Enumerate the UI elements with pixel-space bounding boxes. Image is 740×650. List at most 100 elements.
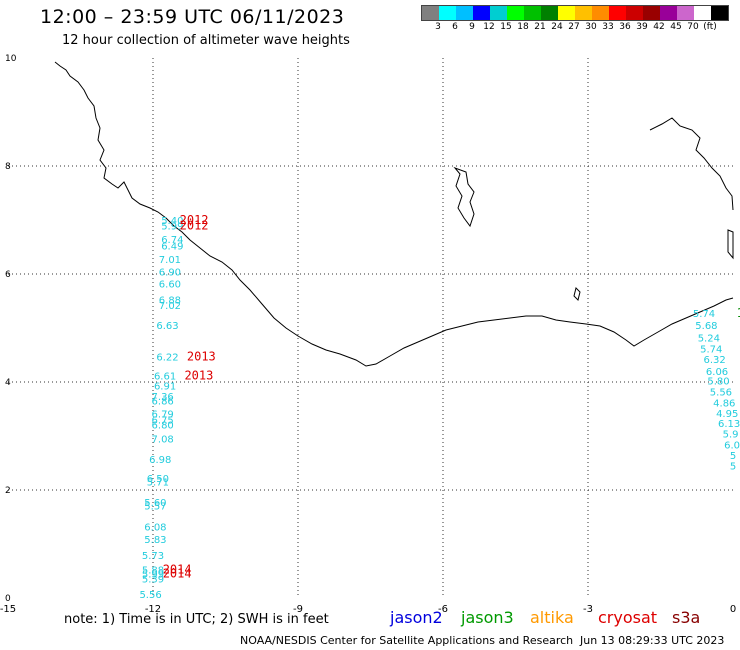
map-grid xyxy=(8,58,733,598)
satellite-name: jason2 xyxy=(390,608,443,627)
map-title: 12:00 – 23:59 UTC 06/11/2023 xyxy=(40,6,345,28)
satellite-name: altika xyxy=(530,608,574,627)
coastline xyxy=(54,61,734,367)
color-scale-ticks: 3 6 9 12 15 18 21 24 27 30 33 36 39 42 45 70 (ft) xyxy=(421,22,740,34)
wave-height-value: 6.61 xyxy=(154,371,176,382)
x-tick-label: -9 xyxy=(293,604,303,615)
wave-height-value: 5.73 xyxy=(142,551,164,562)
wave-height-value: 7.01 xyxy=(159,255,181,266)
wave-height-value: 5.56 xyxy=(710,388,732,399)
wave-height-value: 5.74 xyxy=(693,309,715,320)
legend-tick-label: 12 xyxy=(483,22,495,32)
legend-swatch xyxy=(711,6,728,20)
legend-swatch xyxy=(626,6,643,20)
pass-label: 121 xyxy=(737,306,740,320)
wave-height-value: 6.75 xyxy=(152,416,174,427)
pass-label: 2012 xyxy=(180,213,209,227)
wave-height-value: 5.24 xyxy=(698,334,720,345)
credit-line: NOAA/NESDIS Center for Satellite Applica… xyxy=(240,634,574,647)
y-tick-label: 8 xyxy=(5,162,11,172)
wave-height-value: 5.80 xyxy=(707,377,729,388)
legend-swatch xyxy=(456,6,473,20)
legend-tick-label: 18 xyxy=(517,22,529,32)
coastline-segment xyxy=(649,117,734,211)
legend-swatch xyxy=(507,6,524,20)
wave-height-value: 6.06 xyxy=(706,367,728,378)
wave-height-value: 6.63 xyxy=(156,321,178,332)
pass-label: 2012 xyxy=(180,219,209,233)
wave-height-value: 5.60 xyxy=(144,498,166,509)
legend-swatch xyxy=(473,6,490,20)
legend-swatch xyxy=(558,6,575,20)
y-tick-label: 0 xyxy=(5,594,11,604)
wave-height-value: 6.50 xyxy=(147,474,169,485)
x-tick-label: -15 xyxy=(0,604,16,615)
legend-tick-label: 15 xyxy=(500,22,512,32)
wave-height-value: 5.56 xyxy=(139,590,161,601)
wave-height-value: 5.40 xyxy=(161,216,183,227)
wave-height-value: 5.9 xyxy=(723,430,739,441)
wave-height-value: 6.49 xyxy=(161,242,183,253)
legend-tick-label: 3 xyxy=(435,22,441,32)
wave-height-value: 5.68 xyxy=(695,321,717,332)
wave-height-value: 6.22 xyxy=(156,352,178,363)
legend-tick-label: 21 xyxy=(534,22,546,32)
generation-timestamp: Jun 13 08:29:33 UTC 2023 xyxy=(580,634,725,647)
legend-swatch xyxy=(609,6,626,20)
legend-tick-label: (ft) xyxy=(703,22,717,32)
wave-height-value: 5 xyxy=(730,461,736,472)
legend-swatch xyxy=(439,6,456,20)
wave-height-value: 6.60 xyxy=(159,280,181,291)
legend-tick-label: 42 xyxy=(653,22,665,32)
wave-height-value: 6.90 xyxy=(159,268,181,279)
color-scale-legend xyxy=(421,5,729,21)
wave-height-value: 5.74 xyxy=(700,344,722,355)
satellite-name: jason3 xyxy=(461,608,514,627)
coastline-segment xyxy=(54,61,734,367)
wave-height-value: 6.32 xyxy=(704,355,726,366)
wave-height-value: 6.79 xyxy=(152,410,174,421)
wave-height-value: 7.36 xyxy=(152,392,174,403)
satellite-name: s3a xyxy=(672,608,701,627)
wave-height-points: 5.405.996.746.497.016.906.606.887.026.63… xyxy=(139,216,740,601)
wave-height-value: 6.80 xyxy=(152,420,174,431)
pass-labels: 201220122013201320142014121 xyxy=(163,213,740,581)
wave-height-value: 6.13 xyxy=(718,419,740,430)
legend-tick-label: 36 xyxy=(619,22,631,32)
legend-swatch xyxy=(490,6,507,20)
legend-tick-label: 30 xyxy=(585,22,597,32)
wave-height-value: 6.74 xyxy=(161,235,183,246)
axis-tick-labels: -15 -12 -9 -6 -3 0 0 2 4 6 8 10 xyxy=(0,54,736,615)
wave-height-value: 6.0 xyxy=(724,440,740,451)
wave-height-value: 6.98 xyxy=(149,455,171,466)
pass-label: 2014 xyxy=(163,566,192,580)
legend-tick-label: 70 xyxy=(687,22,699,32)
wave-height-value: 7.08 xyxy=(152,434,174,445)
x-tick-label: 0 xyxy=(730,604,736,615)
legend-swatch xyxy=(677,6,694,20)
legend-swatch xyxy=(541,6,558,20)
wave-height-value: 6.86 xyxy=(152,397,174,408)
wave-height-value: 6.91 xyxy=(154,382,176,393)
wave-height-value: 6.08 xyxy=(144,523,166,534)
legend-swatch xyxy=(575,6,592,20)
wave-height-value: 4.95 xyxy=(716,409,738,420)
wave-height-value: 5.99 xyxy=(142,569,164,580)
wave-height-value: 5.71 xyxy=(147,478,169,489)
y-tick-label: 10 xyxy=(5,54,17,64)
coastline-segment xyxy=(453,166,475,228)
y-tick-label: 4 xyxy=(5,378,11,388)
x-tick-label: -12 xyxy=(145,604,161,615)
wave-height-value: 6.88 xyxy=(159,296,181,307)
wave-height-value: 5 xyxy=(730,451,736,462)
satellite-name: cryosat xyxy=(598,608,658,627)
wave-height-value: 5.57 xyxy=(144,501,166,512)
pass-label: 2013 xyxy=(184,368,213,382)
footer-note: note: 1) Time is in UTC; 2) SWH is in fe… xyxy=(64,612,329,627)
legend-swatch xyxy=(524,6,541,20)
x-tick-label: -6 xyxy=(438,604,448,615)
x-tick-label: -3 xyxy=(583,604,593,615)
wave-height-value: 5.39 xyxy=(142,574,164,585)
legend-tick-label: 27 xyxy=(568,22,580,32)
legend-swatch xyxy=(592,6,609,20)
